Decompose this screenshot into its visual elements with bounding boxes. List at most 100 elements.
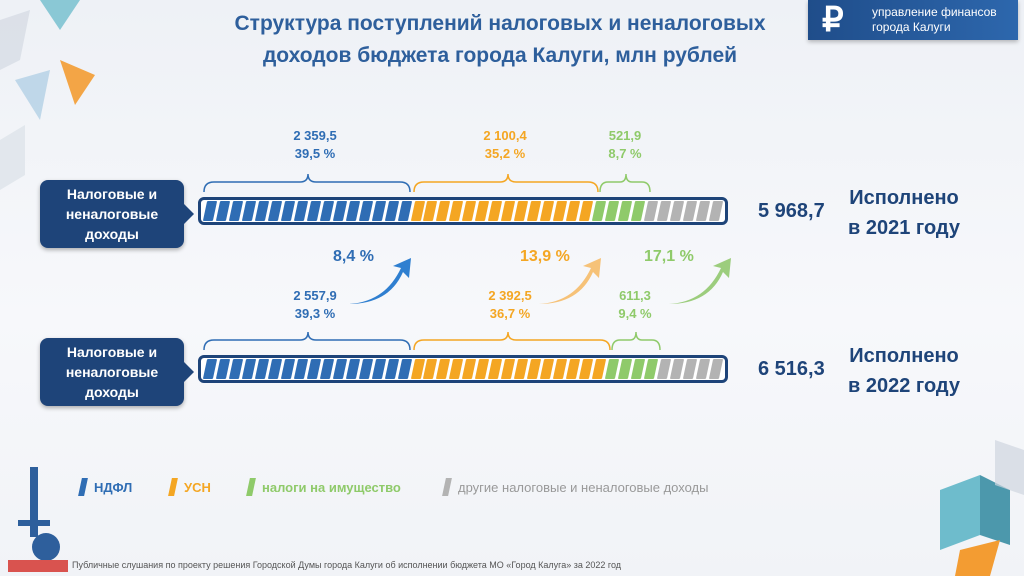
- row-label-2021: Налоговые и неналоговые доходы: [40, 180, 194, 248]
- bar-segment-orange: [591, 359, 607, 379]
- year-label-2021: Исполнено в 2021 году: [848, 187, 960, 239]
- year-label-2022: Исполнено в 2022 году: [848, 345, 960, 397]
- bar-segment-blue: [319, 201, 334, 221]
- bar-segment-blue: [319, 359, 334, 379]
- bar-segment-gray: [695, 359, 710, 379]
- bar-segment-orange: [578, 359, 594, 379]
- title-line-2: доходов бюджета города Калуги, млн рубле…: [262, 44, 738, 67]
- bar-segment-blue: [228, 201, 244, 221]
- bar-segment-green: [591, 201, 607, 221]
- bar-segment-orange: [488, 201, 503, 221]
- bar-segment-blue: [397, 201, 412, 221]
- income-bar-2022: [198, 355, 728, 383]
- bar-segment-gray: [656, 201, 672, 221]
- ruble-icon: ₽: [822, 1, 844, 39]
- brand-line-1: управление финансов: [872, 5, 997, 19]
- bar-segment-green: [643, 359, 659, 379]
- bar-segment-green: [617, 201, 633, 221]
- ndfl-value-2022: 2 557,9 39,3 %: [293, 288, 337, 321]
- bar-segment-blue: [384, 201, 399, 221]
- bar-segment-orange: [540, 359, 555, 379]
- bar-segment-orange: [578, 201, 594, 221]
- bar-segment-gray: [708, 201, 723, 221]
- bar-segment-orange: [475, 201, 490, 221]
- bar-segment-blue: [202, 359, 218, 379]
- bar-segment-orange: [488, 359, 503, 379]
- bar-segment-blue: [371, 359, 386, 379]
- legend-other: другие налоговые и неналоговые доходы: [442, 478, 709, 496]
- legend-swatch-orange: [168, 478, 178, 496]
- bar-segment-green: [630, 201, 646, 221]
- bar-segment-blue: [267, 201, 282, 221]
- bar-segment-green: [604, 201, 620, 221]
- bar-segment-blue: [332, 359, 347, 379]
- footnote: Публичные слушания по проекту решения Го…: [72, 560, 622, 570]
- bar-segment-green: [604, 359, 620, 379]
- title-line-1: Структура поступлений налоговых и ненало…: [234, 12, 766, 35]
- row-label-2022: Налоговые и неналоговые доходы: [40, 338, 194, 406]
- bar-segment-orange: [565, 359, 581, 379]
- bar-segment-orange: [501, 201, 516, 221]
- bar-segment-blue: [384, 359, 399, 379]
- legend-usn: УСН: [168, 478, 211, 496]
- arrow-up-icon-usn: [539, 258, 601, 304]
- growth-property: 17,1 %: [644, 248, 694, 265]
- bar-segment-blue: [280, 359, 295, 379]
- bar-segment-green: [617, 359, 633, 379]
- bar-segment-blue: [228, 359, 244, 379]
- bar-segment-blue: [215, 359, 231, 379]
- bar-segment-blue: [345, 201, 360, 221]
- total-2021: 5 968,7: [758, 200, 825, 222]
- bar-segment-orange: [527, 359, 542, 379]
- bar-segment-gray: [695, 201, 710, 221]
- bar-segment-gray: [682, 359, 697, 379]
- bar-segment-orange: [553, 359, 568, 379]
- bar-segment-blue: [358, 201, 373, 221]
- bar-segment-orange: [475, 359, 490, 379]
- bar-segment-gray: [643, 201, 659, 221]
- bar-segment-blue: [215, 201, 231, 221]
- legend-swatch-green: [246, 478, 256, 496]
- arrow-up-icon-ndfl: [349, 258, 411, 304]
- bar-segment-blue: [306, 201, 321, 221]
- bar-segment-blue: [267, 359, 282, 379]
- bar-segment-orange: [514, 201, 529, 221]
- page-title: Структура поступлений налоговых и ненало…: [180, 8, 820, 72]
- monument-illustration: [8, 467, 68, 572]
- legend-ndfl: НДФЛ: [78, 478, 132, 496]
- usn-value-2021: 2 100,4 35,2 %: [483, 128, 527, 161]
- bar-segment-blue: [293, 359, 308, 379]
- bar-segment-gray: [669, 201, 684, 221]
- bar-segment-gray: [682, 201, 697, 221]
- decor-right: [940, 440, 1024, 576]
- usn-value-2022: 2 392,5 36,7 %: [488, 288, 532, 321]
- growth-ndfl: 8,4 %: [333, 248, 374, 265]
- bar-segment-blue: [241, 201, 257, 221]
- bar-segment-orange: [540, 201, 555, 221]
- bar-segment-orange: [565, 201, 581, 221]
- legend-swatch-blue: [78, 478, 88, 496]
- bar-segment-gray: [656, 359, 672, 379]
- ndfl-value-2021: 2 359,5 39,5 %: [293, 128, 337, 161]
- property-value-2021: 521,9 8,7 %: [608, 128, 642, 161]
- arrow-up-icon-property: [669, 258, 731, 304]
- legend-property: налоги на имущество: [246, 478, 401, 496]
- bar-segment-blue: [345, 359, 360, 379]
- bar-segment-blue: [293, 201, 308, 221]
- bar-segment-blue: [371, 201, 386, 221]
- bar-segment-gray: [708, 359, 723, 379]
- brand-line-2: города Калуги: [872, 20, 951, 34]
- bar-segment-gray: [669, 359, 684, 379]
- brand-banner: ₽ управление финансов города Калуги: [808, 0, 1018, 40]
- decor-left: [0, 0, 95, 190]
- braces-2021: [203, 173, 651, 193]
- braces-2022: [203, 331, 661, 351]
- income-bar-2021: [198, 197, 728, 225]
- bar-segment-blue: [306, 359, 321, 379]
- bar-segment-orange: [514, 359, 529, 379]
- bar-segment-blue: [280, 201, 295, 221]
- property-value-2022: 611,3 9,4 %: [618, 288, 652, 321]
- total-2022: 6 516,3: [758, 358, 825, 380]
- bar-segment-blue: [254, 359, 269, 379]
- bar-segment-orange: [501, 359, 516, 379]
